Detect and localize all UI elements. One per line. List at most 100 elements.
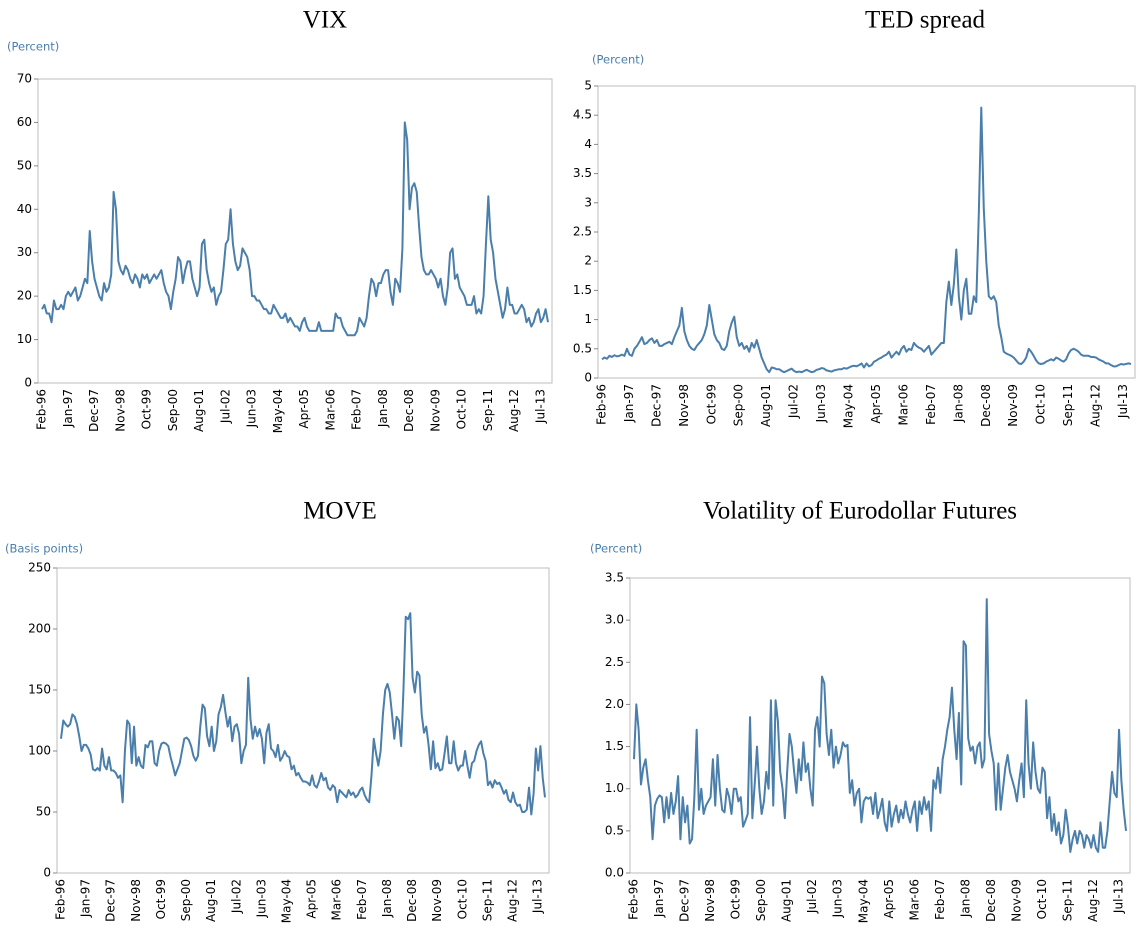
x-tick-label: Aug-01	[759, 384, 773, 427]
x-tick-label: Feb-07	[350, 389, 364, 430]
x-tick-label: Apr-05	[869, 384, 883, 424]
y-axis-label: (Percent)	[590, 542, 642, 556]
x-tick-label: Sep-11	[481, 389, 495, 431]
y-tick-label: 2.5	[605, 655, 624, 669]
y-tick-label: 0.0	[605, 866, 624, 880]
y-tick-label: 0	[43, 866, 51, 880]
x-tick-label: Nov-09	[428, 389, 442, 432]
x-tick-label: Aug-01	[780, 879, 794, 922]
y-tick-label: 3.0	[605, 613, 624, 627]
x-tick-label: Jul-13	[1116, 384, 1130, 419]
x-tick-label: Aug-01	[204, 879, 218, 922]
y-tick-label: 0.5	[573, 341, 592, 355]
x-tick-label: Oct-10	[455, 389, 469, 429]
x-tick-label: Jan-97	[79, 879, 93, 918]
x-tick-label: Dec-08	[979, 384, 993, 427]
x-tick-label: Dec-08	[984, 879, 998, 922]
y-tick-label: 250	[28, 561, 51, 575]
x-tick-label: Jan-08	[958, 879, 972, 918]
y-tick-label: 4	[584, 137, 592, 151]
x-tick-label: Aug-01	[192, 389, 206, 432]
x-tick-label: Mar-06	[330, 879, 344, 920]
chart-title: VIX	[303, 7, 347, 34]
y-tick-label: 1.5	[605, 739, 624, 753]
x-tick-label: Jan-97	[622, 384, 636, 423]
x-tick-label: Dec-08	[402, 389, 416, 432]
data-line	[601, 106, 1132, 374]
x-tick-label: Jul-13	[533, 389, 547, 424]
x-tick-label: Feb-07	[355, 879, 369, 920]
x-tick-label: Sep-11	[480, 879, 494, 921]
y-tick-label: 2.5	[573, 225, 592, 239]
x-tick-label: May-04	[271, 389, 285, 433]
x-tick-label: Feb-96	[627, 879, 641, 920]
x-tick-label: Jul-02	[218, 389, 232, 424]
x-tick-label: May-04	[842, 384, 856, 428]
x-tick-label: Aug-12	[1089, 384, 1103, 427]
x-tick-label: Oct-99	[704, 384, 718, 424]
x-tick-label: Apr-05	[297, 389, 311, 429]
y-tick-label: 60	[17, 115, 32, 129]
x-tick-label: Jun-03	[254, 879, 268, 918]
x-tick-label: Jul-02	[805, 879, 819, 914]
x-tick-label: Nov-98	[677, 384, 691, 427]
x-tick-label: Jul-02	[229, 879, 243, 914]
x-tick-label: Oct-99	[154, 879, 168, 919]
x-tick-label: Apr-05	[882, 879, 896, 919]
y-tick-label: 0	[24, 376, 32, 390]
x-tick-label: Aug-12	[506, 879, 520, 922]
x-tick-label: Sep-00	[179, 879, 193, 921]
y-tick-label: 3.5	[605, 571, 624, 585]
y-tick-label: 2.0	[605, 697, 624, 711]
x-tick-label: Apr-05	[305, 879, 319, 919]
x-tick-label: Oct-99	[140, 389, 154, 429]
x-tick-label: Feb-96	[54, 879, 68, 920]
x-tick-label: Feb-96	[35, 389, 49, 430]
x-tick-label: Feb-07	[933, 879, 947, 920]
y-tick-label: 10	[17, 332, 32, 346]
chart-title: Volatility of Eurodollar Futures	[703, 498, 1017, 525]
y-tick-label: 4.5	[573, 108, 592, 122]
x-tick-label: Dec-97	[87, 389, 101, 432]
x-tick-label: Jan-97	[652, 879, 666, 918]
x-tick-label: Feb-96	[595, 384, 609, 425]
data-line	[60, 612, 546, 816]
chart-title: MOVE	[303, 498, 377, 525]
x-tick-label: Jun-03	[831, 879, 845, 918]
x-tick-label: May-04	[856, 879, 870, 923]
x-tick-label: Nov-98	[129, 879, 143, 922]
x-tick-label: Sep-11	[1061, 384, 1075, 426]
y-axis-label: (Basis points)	[5, 542, 83, 556]
x-tick-label: Mar-06	[907, 879, 921, 920]
data-line	[633, 598, 1127, 853]
x-tick-label: Mar-06	[896, 384, 910, 425]
y-tick-label: 20	[17, 289, 32, 303]
x-tick-label: Oct-10	[1034, 384, 1048, 424]
x-tick-label: Oct-10	[455, 879, 469, 919]
y-tick-label: 70	[17, 72, 32, 86]
x-tick-label: Aug-12	[1086, 879, 1100, 922]
x-tick-label: Jun-03	[814, 384, 828, 423]
y-tick-label: 200	[28, 622, 51, 636]
x-tick-label: Nov-98	[113, 389, 127, 432]
plot-area	[629, 577, 1131, 874]
y-tick-label: 1	[584, 312, 592, 326]
y-tick-label: 0.5	[605, 823, 624, 837]
y-tick-label: 1.0	[605, 781, 624, 795]
x-tick-label: Sep-00	[754, 879, 768, 921]
x-tick-label: Oct-99	[729, 879, 743, 919]
y-tick-label: 3.5	[573, 166, 592, 180]
y-tick-label: 50	[36, 805, 51, 819]
x-tick-label: Nov-09	[1009, 879, 1023, 922]
y-tick-label: 0	[584, 371, 592, 385]
plot-area	[37, 78, 553, 384]
data-line	[41, 121, 549, 337]
y-tick-label: 2	[584, 254, 592, 268]
x-tick-label: Jan-08	[380, 879, 394, 918]
x-tick-label: Dec-97	[649, 384, 663, 427]
x-tick-label: Jan-08	[376, 389, 390, 428]
y-tick-label: 150	[28, 683, 51, 697]
y-tick-label: 5	[584, 79, 592, 93]
